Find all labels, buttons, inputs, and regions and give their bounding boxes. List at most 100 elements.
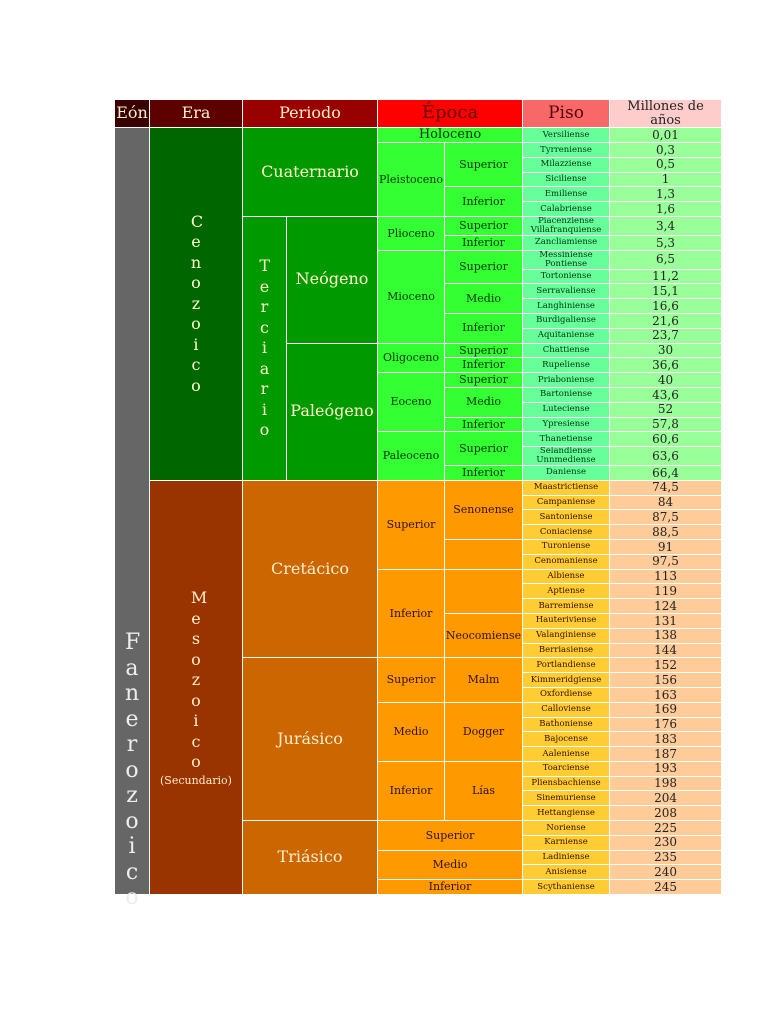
ma-cell: 63,6 bbox=[609, 446, 723, 466]
ma-cell: 23,7 bbox=[609, 327, 723, 344]
ma-cell: 1 bbox=[609, 171, 723, 188]
ma-cell: 152 bbox=[609, 657, 723, 674]
piso-cell: Luteciense bbox=[522, 401, 611, 418]
ma-cell: 131 bbox=[609, 612, 723, 629]
piso-cell: Serravaliense bbox=[522, 283, 611, 300]
subepoch-cell: Superior bbox=[444, 216, 524, 236]
piso-cell: Hauteriviense bbox=[522, 612, 611, 629]
ma-cell: 43,6 bbox=[609, 386, 723, 403]
ma-cell: 0,5 bbox=[609, 156, 723, 173]
ma-cell: 187 bbox=[609, 746, 723, 762]
piso-cell: Thanetiense bbox=[522, 431, 611, 448]
piso-cell: Berriasiense bbox=[522, 642, 611, 659]
ma-cell: 1,3 bbox=[609, 186, 723, 203]
ma-cell: 193 bbox=[609, 760, 723, 777]
period-paleogeno: Paleógeno bbox=[285, 342, 379, 481]
piso-cell: Rupeliense bbox=[522, 357, 611, 374]
subepoch-cell: Inferior bbox=[444, 416, 524, 433]
piso-cell: Bartoniense bbox=[522, 386, 611, 403]
piso-cell: Burdigaliense bbox=[522, 312, 611, 329]
ma-cell: 66,4 bbox=[609, 464, 723, 481]
epoch-cell: Medio bbox=[377, 849, 524, 881]
period-jurasico: Jurásico bbox=[241, 657, 379, 822]
ma-cell: 230 bbox=[609, 834, 723, 851]
piso-cell: Pliensbachiense bbox=[522, 775, 611, 792]
piso-cell: Aptiense bbox=[522, 583, 611, 600]
piso-cell: Selandiense Unnmediense bbox=[522, 446, 611, 466]
period-cuaternario: Cuaternario bbox=[241, 127, 379, 218]
ma-cell: 84 bbox=[609, 494, 723, 511]
ma-cell: 87,5 bbox=[609, 509, 723, 526]
subepoch-cell: Superior bbox=[444, 431, 524, 466]
piso-cell: Bathoniense bbox=[522, 716, 611, 733]
epoch-mioceno: Mioceno bbox=[377, 249, 446, 344]
epoch-cell: Inferior bbox=[377, 879, 524, 896]
header-piso: Piso bbox=[522, 98, 611, 129]
subepoch-cell bbox=[444, 568, 524, 614]
header-era: Era bbox=[149, 98, 243, 129]
piso-cell: Santoniense bbox=[522, 509, 611, 526]
ma-cell: 40 bbox=[609, 372, 723, 388]
ma-cell: 119 bbox=[609, 583, 723, 600]
ma-cell: 30 bbox=[609, 342, 723, 359]
header-epoca: Época bbox=[377, 98, 524, 129]
subepoch-cell: Superior bbox=[444, 372, 524, 388]
epoch-paleoceno: Paleoceno bbox=[377, 431, 446, 481]
subepoch-cell: Superior bbox=[444, 142, 524, 188]
piso-cell: Zancliamiense bbox=[522, 234, 611, 251]
piso-cell: Piacenziense Villafranquiense bbox=[522, 216, 611, 236]
ma-cell: 169 bbox=[609, 701, 723, 718]
ma-cell: 1,6 bbox=[609, 201, 723, 218]
ma-cell: 225 bbox=[609, 820, 723, 836]
epoch-cell: Superior bbox=[377, 479, 446, 570]
eon-label: Fanerozoico bbox=[115, 122, 149, 922]
piso-cell: Campaniense bbox=[522, 494, 611, 511]
ma-cell: 144 bbox=[609, 642, 723, 659]
subepoch-cell: Inferior bbox=[444, 312, 524, 344]
piso-cell: Aaleniense bbox=[522, 746, 611, 762]
period-terciario: Terciario bbox=[242, 216, 287, 481]
ma-cell: 52 bbox=[609, 401, 723, 418]
subepoch-cell: Medio bbox=[444, 386, 524, 418]
subepoch-cell: Neocomiense bbox=[444, 612, 524, 659]
subepoch-cell: Dogger bbox=[444, 701, 524, 762]
ma-cell: 5,3 bbox=[609, 234, 723, 251]
piso-cell: Siciliense bbox=[522, 171, 611, 188]
piso-cell: Sinemuriense bbox=[522, 790, 611, 807]
epoch-eoceno: Eoceno bbox=[377, 372, 446, 433]
piso-cell: Coniaciense bbox=[522, 524, 611, 540]
piso-cell: Hettangiense bbox=[522, 805, 611, 822]
ma-cell: 240 bbox=[609, 864, 723, 881]
era-mesozoico: Mesozoico (Secundario) bbox=[149, 479, 243, 896]
ma-cell: 11,2 bbox=[609, 268, 723, 285]
epoch-cell: Inferior bbox=[377, 760, 446, 822]
ma-cell: 176 bbox=[609, 716, 723, 733]
piso-cell: Albiense bbox=[522, 568, 611, 585]
piso-cell: Bajocense bbox=[522, 731, 611, 748]
subepoch-cell: Inferior bbox=[444, 234, 524, 251]
piso-cell: Calabriense bbox=[522, 201, 611, 218]
piso-cell: Toarciense bbox=[522, 760, 611, 777]
ma-cell: 36,6 bbox=[609, 357, 723, 374]
piso-cell: Anisiense bbox=[522, 864, 611, 881]
ma-cell: 91 bbox=[609, 538, 723, 555]
epoch-cell: Superior bbox=[377, 820, 524, 851]
epoch-cell: Medio bbox=[377, 701, 446, 762]
geologic-time-table: Eón Era Periodo Época Piso Millones de a… bbox=[114, 98, 723, 896]
ma-cell: 0,01 bbox=[609, 127, 723, 144]
piso-cell: Scythaniense bbox=[522, 879, 611, 896]
ma-cell: 156 bbox=[609, 672, 723, 688]
piso-cell: Kimmeridgiense bbox=[522, 672, 611, 688]
piso-cell: Cenomaniense bbox=[522, 553, 611, 570]
subepoch-cell: Inferior bbox=[444, 464, 524, 481]
subepoch-cell: Senonense bbox=[444, 479, 524, 540]
epoch-pleistoceno: Pleistoceno bbox=[377, 142, 446, 218]
ma-cell: 163 bbox=[609, 686, 723, 703]
subepoch-cell: Superior bbox=[444, 342, 524, 359]
piso-cell: Portlandiense bbox=[522, 657, 611, 674]
piso-cell: Ypresiense bbox=[522, 416, 611, 433]
header-periodo: Periodo bbox=[241, 98, 379, 129]
ma-cell: 16,6 bbox=[609, 298, 723, 314]
period-cretacico: Cretácico bbox=[241, 479, 379, 659]
subepoch-cell: Superior bbox=[444, 249, 524, 285]
